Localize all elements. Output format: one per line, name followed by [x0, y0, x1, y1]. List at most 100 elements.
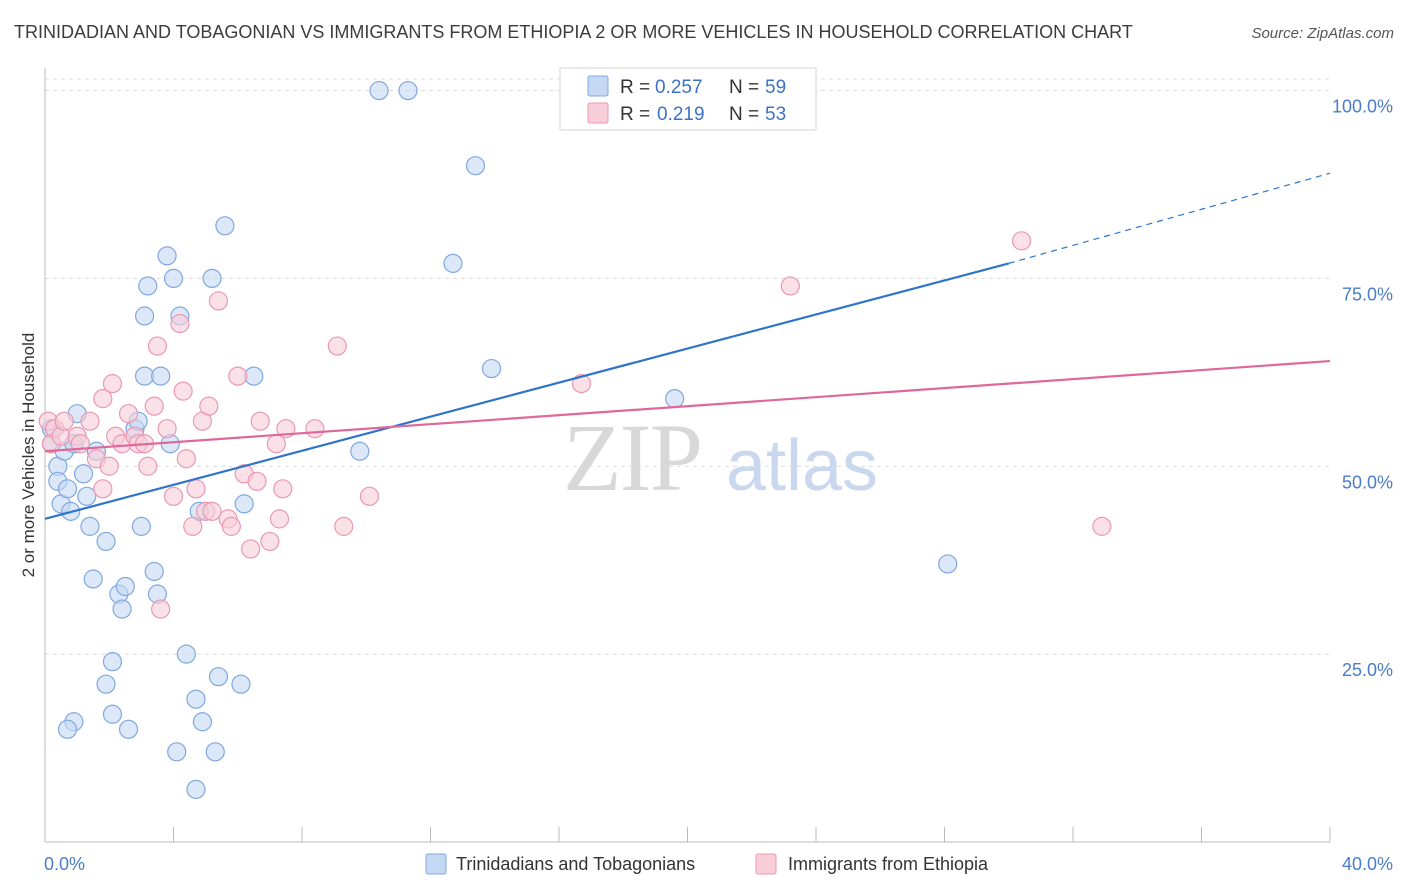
point-s1-53	[1011, 231, 1032, 251]
point-s0-35	[186, 689, 206, 709]
point-s0-45	[350, 441, 370, 461]
svg-text:ZIP: ZIP	[563, 404, 701, 511]
point-s1-11	[99, 456, 119, 476]
point-s1-48	[327, 336, 347, 356]
trend-extension-s0	[1008, 172, 1331, 264]
point-s1-39	[241, 539, 261, 559]
point-s0-26	[138, 276, 158, 296]
point-s1-27	[176, 449, 196, 469]
y-tick-labels: 25.0% 50.0% 75.0% 100.0%	[1332, 97, 1393, 681]
point-s0-44	[244, 366, 264, 386]
point-s1-7	[80, 411, 100, 431]
x-tick-max: 40.0%	[1342, 854, 1393, 874]
point-s0-11	[77, 486, 97, 506]
point-s1-40	[247, 471, 267, 491]
point-s0-40	[208, 667, 229, 687]
point-s0-47	[398, 80, 418, 101]
y-tick-label-3: 100.0%	[1332, 97, 1393, 117]
point-s0-34	[176, 644, 196, 664]
point-s0-23	[131, 516, 151, 536]
x-axis-ticks	[44, 827, 1331, 842]
point-s0-12	[80, 516, 100, 536]
point-s1-36	[221, 516, 241, 536]
point-s1-20	[144, 396, 164, 416]
point-s1-24	[163, 486, 184, 506]
point-s1-10	[93, 389, 113, 409]
chart-source: Source: ZipAtlas.com	[1251, 25, 1394, 42]
point-s0-25	[134, 306, 155, 326]
point-s0-52	[96, 674, 116, 694]
point-s0-57	[938, 554, 958, 574]
trend-lines	[44, 172, 1331, 520]
point-s1-15	[118, 404, 139, 424]
point-s1-19	[138, 456, 158, 476]
point-s1-47	[305, 419, 325, 439]
point-s0-24	[134, 366, 155, 386]
watermark: ZIP atlas	[563, 404, 878, 511]
point-s1-42	[260, 531, 280, 552]
point-s0-43	[234, 494, 254, 514]
point-s1-25	[170, 313, 190, 334]
legend-swatch-trinidadians	[587, 75, 609, 97]
point-s1-52	[780, 276, 800, 296]
point-s0-46	[369, 80, 389, 101]
point-s1-49	[334, 516, 354, 536]
svg-text:R =: R =	[620, 104, 650, 125]
point-s0-16	[102, 652, 123, 672]
point-s0-53	[102, 704, 123, 724]
point-s0-19	[115, 576, 135, 597]
point-s0-29	[151, 366, 171, 386]
point-s1-12	[102, 374, 123, 394]
legend-swatch-ethiopia	[587, 102, 609, 124]
point-s0-10	[73, 464, 94, 484]
point-s1-50	[359, 486, 380, 506]
x-tick-min: 0.0%	[44, 854, 85, 874]
point-s1-34	[208, 291, 229, 311]
y-tick-label-1: 50.0%	[1342, 472, 1393, 492]
point-s1-54	[1092, 516, 1112, 536]
svg-text:0.257: 0.257	[655, 77, 703, 98]
y-axis-label: 2 or more Vehicles in Household	[19, 333, 38, 578]
bottom-legend-swatch-ethiopia	[755, 853, 777, 875]
point-s0-20	[118, 719, 139, 739]
svg-text:N =: N =	[729, 104, 759, 125]
point-s0-27	[144, 561, 164, 582]
point-s1-45	[273, 479, 293, 499]
point-s1-28	[183, 516, 203, 536]
point-s0-48	[443, 253, 463, 273]
trend-line-s1	[44, 359, 1331, 453]
svg-text:53: 53	[765, 104, 786, 125]
point-s1-33	[202, 501, 222, 521]
bottom-legend-label-trinidadians: Trinidadians and Tobagonians	[456, 854, 695, 874]
point-s0-6	[57, 479, 78, 499]
point-s1-51	[571, 374, 592, 394]
point-s1-44	[269, 509, 290, 529]
point-s0-15	[96, 531, 116, 552]
point-s0-32	[163, 268, 184, 289]
point-s1-32	[199, 396, 219, 416]
y-tick-label-0: 25.0%	[1342, 660, 1393, 680]
y-tick-label-2: 75.0%	[1342, 284, 1393, 304]
point-s0-42	[231, 674, 251, 694]
trend-line-s0	[44, 262, 1010, 520]
point-s0-39	[205, 742, 225, 762]
point-s1-26	[173, 381, 193, 401]
svg-text:atlas: atlas	[726, 426, 878, 506]
point-s0-41	[215, 216, 235, 236]
point-s0-13	[83, 569, 103, 589]
stats-legend: R = 0.257 N = 59 R = 0.219 N = 53	[559, 67, 817, 131]
point-s0-49	[465, 156, 486, 176]
chart-title: TRINIDADIAN AND TOBAGONIAN VS IMMIGRANTS…	[14, 22, 1133, 42]
point-s0-55	[186, 779, 206, 799]
bottom-legend: Trinidadians and Tobagonians Immigrants …	[425, 853, 989, 875]
point-s1-29	[186, 479, 206, 499]
point-s1-9	[93, 479, 113, 499]
point-s0-37	[192, 712, 213, 732]
svg-text:N =: N =	[729, 77, 759, 98]
bottom-legend-label-ethiopia: Immigrants from Ethiopia	[788, 854, 989, 874]
point-s0-38	[202, 268, 222, 289]
point-s1-22	[151, 599, 171, 619]
point-s0-18	[112, 599, 132, 619]
point-s1-23	[157, 419, 177, 439]
